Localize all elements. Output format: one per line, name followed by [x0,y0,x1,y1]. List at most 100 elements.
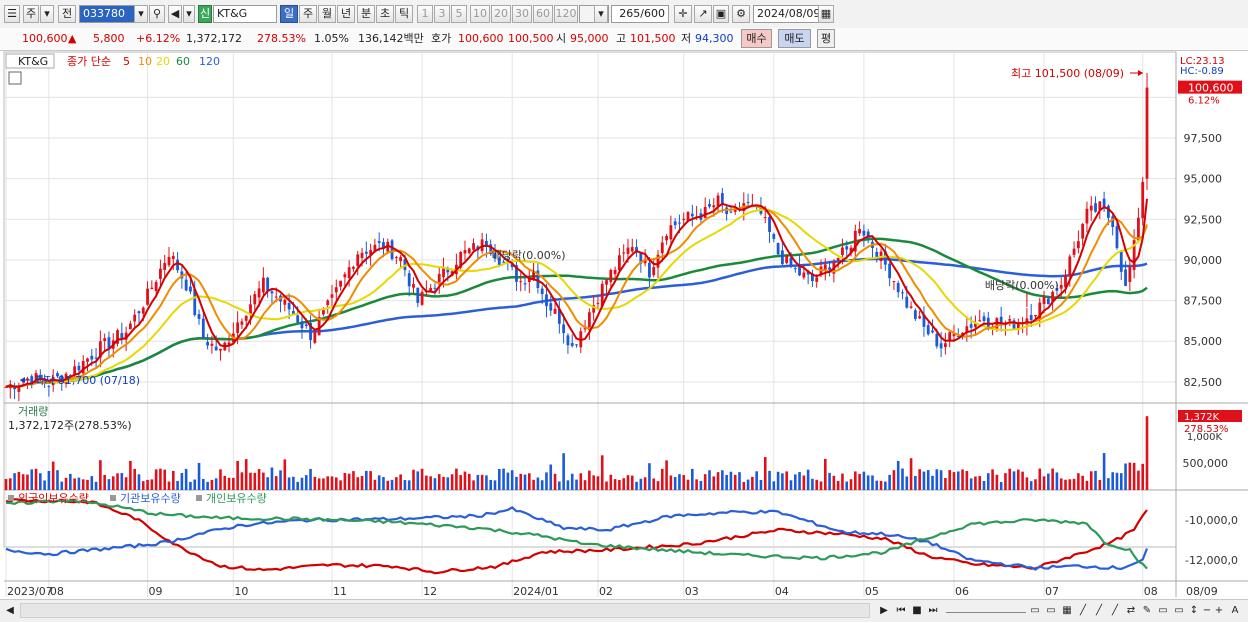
tab-minute[interactable]: 분 [357,5,375,23]
volume-bar [613,479,617,490]
tab-second[interactable]: 초 [376,5,394,23]
fit-icon[interactable]: ↕ [1189,605,1199,616]
draw-icon-4[interactable]: ⇄ [1126,605,1136,616]
tab-year[interactable]: 년 [337,5,355,23]
candle-body [30,376,34,384]
rewind-icon[interactable]: ⏮ [896,605,906,616]
candle-body [600,283,604,307]
dividend-annotation: 배당락(0.00%) [985,279,1059,292]
candle-body [60,375,64,383]
volume-bar [703,474,707,490]
volume-bar [129,460,132,490]
minute-option-30[interactable]: 30 [512,5,532,23]
draw-icon-2[interactable]: ╱ [1095,605,1103,616]
minute-option-5[interactable]: 5 [451,5,467,23]
volume-bar [1047,473,1050,490]
volume-bar [626,475,630,490]
volume-bar [1098,479,1102,490]
y-tick-label: 97,500 [1184,132,1223,145]
minute-option-120[interactable]: 120 [554,5,578,23]
candle-body [189,286,192,292]
stock-code-input[interactable]: 033780 [79,5,135,23]
zoom-out-icon[interactable]: − [1202,605,1212,616]
speaker-icon[interactable]: ◀ [168,5,182,23]
volume-bar [956,471,960,490]
candle-body [712,205,716,208]
draw-icon-6[interactable]: ▭ [1158,605,1168,616]
stock-name-field[interactable]: KT&G [213,5,277,23]
eval-button[interactable]: 평 [817,29,835,48]
volume-bar [412,469,415,490]
price-chart[interactable]: 82,500 85,000 87,500 90,000 92,500 95,000 97,5… [0,50,1248,599]
tab-day[interactable]: 일 [280,5,298,23]
pct-tag-text: 6.12% [1188,96,1220,107]
layout-icon-1[interactable]: ▭ [1030,605,1040,616]
candle-body [90,355,94,360]
scroll-left-icon[interactable]: ◀ [6,605,14,616]
stop-icon[interactable]: ■ [912,605,922,616]
volume-bar [1107,478,1110,490]
volume-bar [146,479,149,490]
calendar-icon[interactable]: ▦ [818,5,834,23]
tab-month[interactable]: 월 [318,5,336,23]
chevron-down-icon[interactable]: ▾ [40,5,54,23]
volume-tick-label: 500,000 [1183,457,1229,470]
y-axis-labels: 82,500 85,000 87,500 90,000 92,500 95,000 97,5… [1184,132,1223,389]
layout-icon-2[interactable]: ▭ [1046,605,1056,616]
count-field[interactable]: 265/600 [611,5,669,23]
candle-body [214,346,218,351]
x-tick-label: 06 [955,585,969,598]
search-icon[interactable]: ⚲ [149,5,165,23]
buy-button[interactable]: 매수 [741,29,772,48]
volume-bar [94,481,98,490]
volume-bar [969,478,973,490]
draw-tool-icon[interactable]: ↗ [694,5,712,23]
crosshair-icon[interactable]: ✛ [674,5,692,23]
layout-icon-3[interactable]: ▦ [1062,605,1072,616]
period-main-select[interactable]: 주 [23,5,39,23]
candle-body [459,252,463,268]
prev-button[interactable]: 전 [58,5,76,23]
candle-body [1034,314,1037,317]
draw-icon-5[interactable]: ✎ [1142,605,1152,616]
volume-bar [944,478,947,490]
volume-bar [347,473,351,490]
candle-body [768,216,771,232]
volume-bar [232,477,235,490]
zoom-in-icon[interactable]: + [1214,605,1224,616]
tab-week[interactable]: 주 [299,5,317,23]
candle-body [793,268,797,270]
candle-body [407,273,411,287]
tab-tick[interactable]: 틱 [395,5,413,23]
sell-button[interactable]: 매도 [778,29,811,48]
x-tick-label: 2023/07 [7,585,53,598]
volume-bar [991,469,994,490]
zoom-slider[interactable] [946,603,1026,613]
scroll-right-icon[interactable]: ▶ [880,605,888,616]
volume-bar [77,477,81,490]
code-dropdown-icon[interactable]: ▾ [134,5,148,23]
y-tick-label: 85,000 [1184,335,1223,348]
speaker-dropdown-icon[interactable]: ▾ [183,5,195,23]
forward-icon[interactable]: ⏭ [928,605,938,616]
legend-ma-20: 20 [156,55,170,68]
draw-icon-7[interactable]: ▭ [1174,605,1184,616]
date-field[interactable]: 2024/08/09 [753,5,820,23]
settings-gear-icon[interactable]: ⚙ [732,5,750,23]
holding-legend-marker [8,495,14,501]
scroll-track[interactable] [20,603,870,618]
menu-icon[interactable]: ☰ [4,5,20,23]
volume-bar [519,473,523,490]
draw-icon-1[interactable]: ╱ [1079,605,1087,616]
volume-bar [300,477,304,490]
minute-option-10[interactable]: 10 [470,5,490,23]
minute-option-3[interactable]: 3 [434,5,450,23]
minute-option-20[interactable]: 20 [491,5,511,23]
volume-bar [1094,470,1097,490]
custom-period-dropdown-icon[interactable]: ▾ [594,5,608,23]
font-size-icon[interactable]: A [1231,605,1239,616]
draw-icon-3[interactable]: ╱ [1111,605,1119,616]
save-icon[interactable]: ▣ [713,5,729,23]
minute-option-1[interactable]: 1 [417,5,433,23]
minute-option-60[interactable]: 60 [533,5,553,23]
